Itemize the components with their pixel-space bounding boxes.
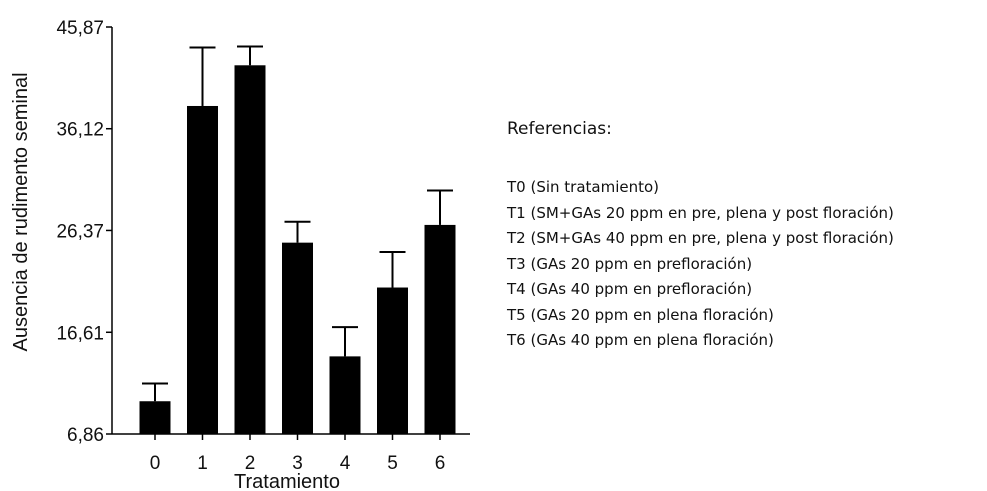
- x-tick-label-0: 0: [150, 453, 161, 474]
- references-title: Referencias:: [507, 119, 612, 139]
- bar-6: [424, 224, 456, 434]
- references-list: T0 (Sin tratamiento) T1 (SM+GAs 20 ppm e…: [507, 175, 977, 354]
- x-axis-title: Tratamiento: [234, 471, 340, 491]
- error-bars-layer: [142, 45, 453, 402]
- y-axis-title: Ausencia de rudimento seminal: [10, 72, 32, 351]
- y-tick-label: 6,86: [67, 425, 104, 446]
- x-tick-label-5: 5: [387, 453, 398, 474]
- reference-t2: T2 (SM+GAs 40 ppm en pre, plena y post f…: [507, 229, 894, 247]
- references-legend: Referencias: T0 (Sin tratamiento) T1 (SM…: [507, 118, 977, 354]
- x-tick-label-3: 3: [292, 453, 303, 474]
- bar-1: [187, 105, 218, 434]
- x-tick-label-1: 1: [197, 453, 208, 474]
- bar-3: [282, 242, 313, 434]
- x-tick-label-2: 2: [245, 453, 256, 474]
- reference-t1: T1 (SM+GAs 20 ppm en pre, plena y post f…: [507, 203, 894, 222]
- x-tick-label-4: 4: [340, 453, 351, 474]
- bar-5: [377, 287, 408, 434]
- tick-labels-layer: 0 1 2 3 4 5 6 6,86 16,61 26,37 36,12 45,87: [56, 18, 445, 474]
- reference-t3: T3 (GAs 20 ppm en prefloración): [507, 254, 753, 273]
- y-tick-label: 36,12: [56, 120, 104, 141]
- reference-t5: T5 (GAs 20 ppm en plena floración): [507, 305, 774, 324]
- y-tick-label: 16,61: [56, 323, 104, 344]
- y-tick-label: 26,37: [56, 221, 104, 242]
- reference-t6: T6 (GAs 40 ppm en plena floración): [507, 331, 774, 349]
- axes-layer: [106, 26, 470, 440]
- x-tick-label-6: 6: [435, 453, 446, 474]
- bars-layer: [139, 65, 456, 435]
- y-tick-label: 45,87: [56, 18, 104, 39]
- bar-4: [329, 356, 361, 434]
- reference-t0: T0 (Sin tratamiento): [507, 178, 660, 196]
- bar-2: [234, 65, 266, 435]
- reference-t4: T4 (GAs 40 ppm en prefloración): [507, 280, 753, 298]
- bar-0: [139, 401, 171, 434]
